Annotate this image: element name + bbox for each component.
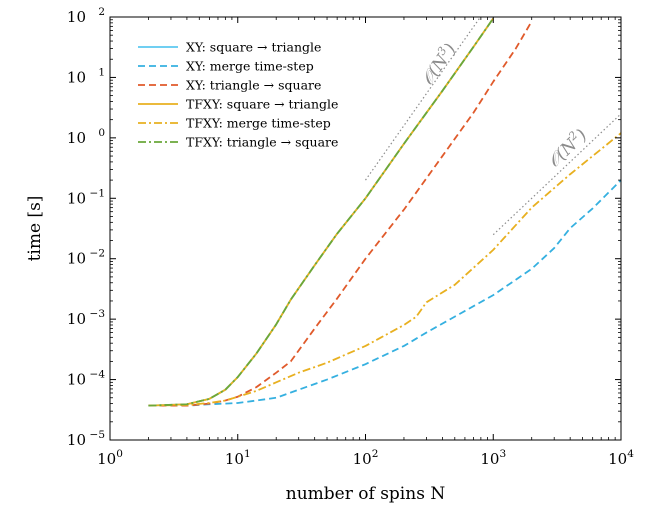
series-lines (148, 17, 621, 407)
legend-label: TFXY: square → triangle (186, 97, 338, 112)
reference-lines (365, 17, 621, 236)
plot-area: 𝒪(N3)𝒪(N2) 100 101 102 103 10410−510−410−310… (67, 6, 634, 468)
x-tick-label: 100 (97, 448, 123, 468)
legend-label: XY: square → triangle (186, 40, 321, 55)
series-line (148, 17, 494, 407)
y-tick-label: 10 1 (67, 66, 105, 86)
y-tick-label: 10 −5 (67, 429, 105, 449)
series-line (148, 132, 621, 407)
series-line (148, 20, 533, 407)
y-tick-label: 10 0 (67, 127, 105, 147)
y-tick-label: 10 −3 (67, 308, 105, 328)
x-tick-label: 103 (480, 448, 506, 468)
legend-label: XY: merge time-step (186, 59, 314, 74)
reference-labels: 𝒪(N3) 𝒪(N2) (416, 39, 591, 172)
legend: XY: square → triangle XY: merge time-step… (138, 40, 338, 150)
reference-line (365, 17, 482, 181)
legend-label: TFXY: triangle → square (186, 135, 338, 150)
series-line (148, 179, 621, 407)
y-tick-label: 10 −2 (67, 248, 105, 268)
reference-label: 𝒪(N3) (416, 39, 460, 89)
x-tick-label: 104 (608, 448, 634, 468)
y-tick-label: 10 2 (67, 6, 105, 26)
y-axis-label: time [s] (25, 196, 45, 262)
x-tick-label: 101 (225, 448, 251, 468)
x-tick-label: 102 (353, 448, 379, 468)
x-axis-label: number of spins N (286, 484, 446, 504)
reference-label: 𝒪(N2) (543, 124, 591, 171)
y-tick-label: 10 −4 (67, 369, 105, 389)
legend-label: TFXY: merge time-step (186, 116, 331, 131)
y-tick-label: 10 −1 (67, 187, 105, 207)
reference-line (492, 113, 621, 236)
legend-label: XY: triangle → square (186, 78, 321, 93)
